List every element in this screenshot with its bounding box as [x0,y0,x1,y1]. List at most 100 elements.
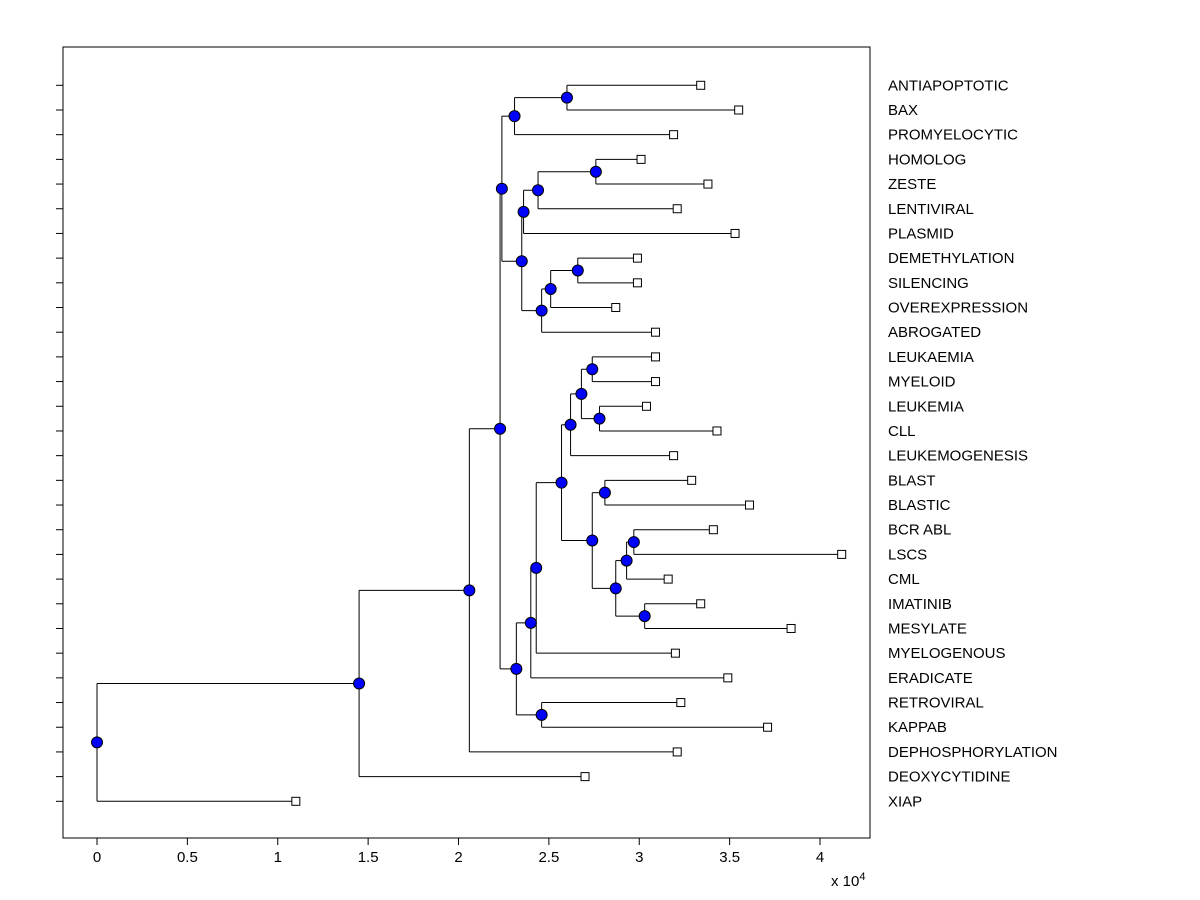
leaf-marker [636,154,646,164]
leaf-label: OVEREXPRESSION [888,300,1028,317]
leaf-marker [703,179,713,189]
leaf-marker [651,352,661,362]
leaf-marker [786,623,796,633]
x-axis-unit-exponent: 4 [859,871,866,883]
internal-node-marker [586,534,599,547]
internal-node-marker [627,536,640,549]
leaf-marker [663,574,673,584]
internal-node-marker [494,422,507,435]
x-tick-label: 4 [816,849,824,866]
leaf-marker [651,377,661,387]
leaf-label: LEUKAEMIA [888,349,974,366]
x-tick-label: 0.5 [177,849,198,866]
leaf-marker [632,278,642,288]
internal-node-marker [91,736,103,749]
internal-node-marker [508,110,521,123]
x-tick-label: 1.5 [358,849,379,866]
leaf-label: DEMETHYLATION [888,250,1014,267]
leaf-label: RETROVIRAL [888,695,984,712]
leaf-marker [611,303,621,313]
x-tick-label: 2 [454,849,462,866]
leaf-label: BAX [888,102,918,119]
internal-node-marker [463,584,476,597]
leaf-label: MYELOID [888,374,956,391]
internal-node-marker [535,708,548,721]
internal-node-marker [586,363,599,376]
plot-border [62,46,871,839]
leaf-label: IMATINIB [888,596,952,613]
leaf-label: MESYLATE [888,620,967,637]
leaf-marker [670,648,680,658]
internal-node-marker [353,677,366,690]
leaf-marker [672,747,682,757]
internal-node-marker [564,418,577,431]
x-axis-unit-prefix: x 10 [831,873,860,890]
internal-node-marker [575,387,588,400]
internal-node-marker [589,165,602,178]
internal-node-marker [555,476,568,489]
leaf-marker [676,698,686,708]
leaf-marker [745,500,755,510]
leaf-marker [580,772,590,782]
x-tick-label: 3.5 [719,849,740,866]
internal-node-marker [593,412,606,425]
internal-node-marker [524,616,537,629]
leaf-marker [632,253,642,263]
leaf-label: SILENCING [888,275,969,292]
leaf-marker [669,130,679,140]
internal-node-marker [530,561,543,574]
leaf-label: LENTIVIRAL [888,201,974,218]
leaf-label: DEPHOSPHORYLATION [888,744,1057,761]
leaf-label: ERADICATE [888,670,973,687]
leaf-marker [723,673,733,683]
leaf-label: MYELOGENOUS [888,645,1006,662]
internal-node-marker [517,205,530,218]
internal-node-marker [532,184,545,197]
internal-node-marker [515,255,528,268]
leaf-label: PLASMID [888,225,954,242]
x-axis-unit-label: x 104 [831,871,865,890]
leaf-marker [734,105,744,115]
leaf-marker [837,549,847,559]
x-tick-label: 3 [635,849,643,866]
leaf-label: LEUKEMOGENESIS [888,448,1028,465]
leaf-marker [708,525,718,535]
leaf-marker [672,204,682,214]
leaf-label: CLL [888,423,916,440]
leaf-label: LSCS [888,546,927,563]
leaf-marker [641,401,651,411]
leaf-label: PROMYELOCYTIC [888,127,1018,144]
x-tick-label: 0 [93,849,101,866]
internal-node-marker [535,304,548,317]
leaf-marker [687,475,697,485]
internal-node-marker [571,264,584,277]
leaf-label: ABROGATED [888,324,981,341]
leaf-label: BLASTIC [888,497,951,514]
leaf-label: KAPPAB [888,719,947,736]
leaf-label: ZESTE [888,176,936,193]
leaf-marker [291,796,301,806]
internal-node-marker [510,662,523,675]
internal-node-marker [598,486,611,499]
x-tick-label: 1 [274,849,282,866]
leaf-marker [763,722,773,732]
leaf-label: HOMOLOG [888,151,966,168]
leaf-marker [696,80,706,90]
leaf-label: DEOXYCYTIDINE [888,769,1011,786]
internal-node-marker [560,91,573,104]
leaf-marker [669,451,679,461]
x-tick-label: 2.5 [538,849,559,866]
leaf-marker [696,599,706,609]
internal-node-marker [620,554,633,567]
leaf-label: BLAST [888,472,936,489]
internal-node-marker [544,282,557,295]
internal-node-marker [609,582,622,595]
leaf-label: ANTIAPOPTOTIC [888,77,1009,94]
leaf-marker [651,327,661,337]
leaf-label: CML [888,571,920,588]
internal-node-marker [495,182,508,195]
leaf-label: BCR ABL [888,522,951,539]
leaf-marker [712,426,722,436]
